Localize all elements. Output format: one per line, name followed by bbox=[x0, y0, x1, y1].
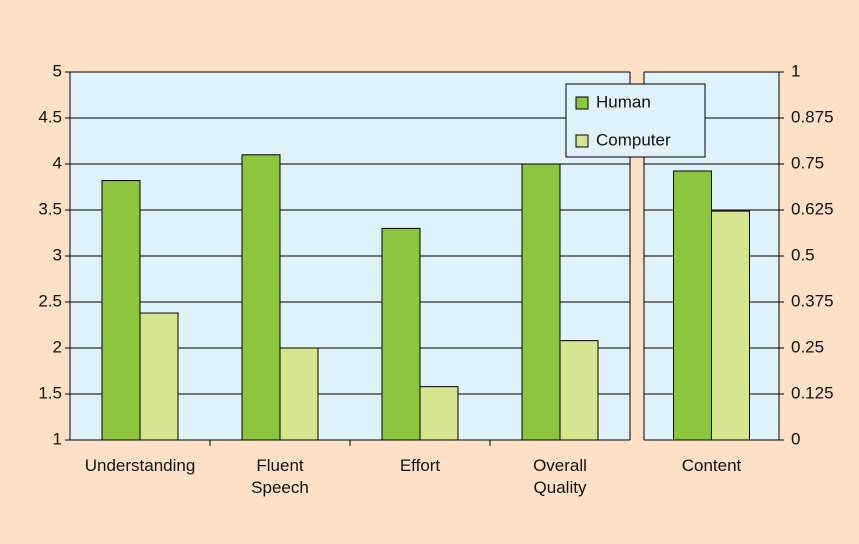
y-tick-label: 3.5 bbox=[38, 199, 62, 218]
y2-tick-label: 0.25 bbox=[791, 337, 824, 356]
x-tick-label: Fluent Speech bbox=[251, 456, 309, 497]
y2-tick-label: 0.875 bbox=[791, 107, 834, 126]
legend-label: Computer bbox=[596, 130, 671, 149]
bar bbox=[279, 347, 319, 441]
y-tick-label: 5 bbox=[53, 61, 62, 80]
y-tick-label: 3 bbox=[53, 245, 62, 264]
x-tick-label: Understanding bbox=[84, 456, 196, 475]
y2-tick-label: 1 bbox=[791, 61, 800, 80]
legend-swatch bbox=[575, 134, 589, 148]
legend bbox=[565, 83, 706, 158]
x-tick-label: Content bbox=[681, 456, 742, 475]
x-tick-label: Overall Quality bbox=[533, 456, 587, 497]
bar bbox=[101, 180, 141, 441]
bar bbox=[139, 312, 179, 441]
legend-label: Human bbox=[596, 92, 651, 111]
y2-tick-label: 0.125 bbox=[791, 383, 834, 402]
y2-tick-label: 0.625 bbox=[791, 199, 834, 218]
y-tick-label: 4 bbox=[53, 153, 62, 172]
y-tick-label: 2 bbox=[53, 337, 62, 356]
y-tick-label: 1.5 bbox=[38, 383, 62, 402]
y2-tick-label: 0 bbox=[791, 429, 800, 448]
bar bbox=[381, 227, 421, 441]
legend-swatch bbox=[575, 96, 589, 110]
y2-tick-label: 0.375 bbox=[791, 291, 834, 310]
y2-tick-label: 0.75 bbox=[791, 153, 824, 172]
bar bbox=[711, 210, 750, 441]
bar bbox=[419, 386, 459, 441]
y-tick-label: 2.5 bbox=[38, 291, 62, 310]
y-tick-label: 1 bbox=[53, 429, 62, 448]
bar bbox=[673, 170, 712, 441]
bar bbox=[559, 340, 599, 441]
bar bbox=[241, 154, 281, 441]
y2-tick-label: 0.5 bbox=[791, 245, 815, 264]
bar bbox=[521, 163, 561, 441]
x-tick-label: Effort bbox=[399, 456, 441, 475]
y-tick-label: 4.5 bbox=[38, 107, 62, 126]
